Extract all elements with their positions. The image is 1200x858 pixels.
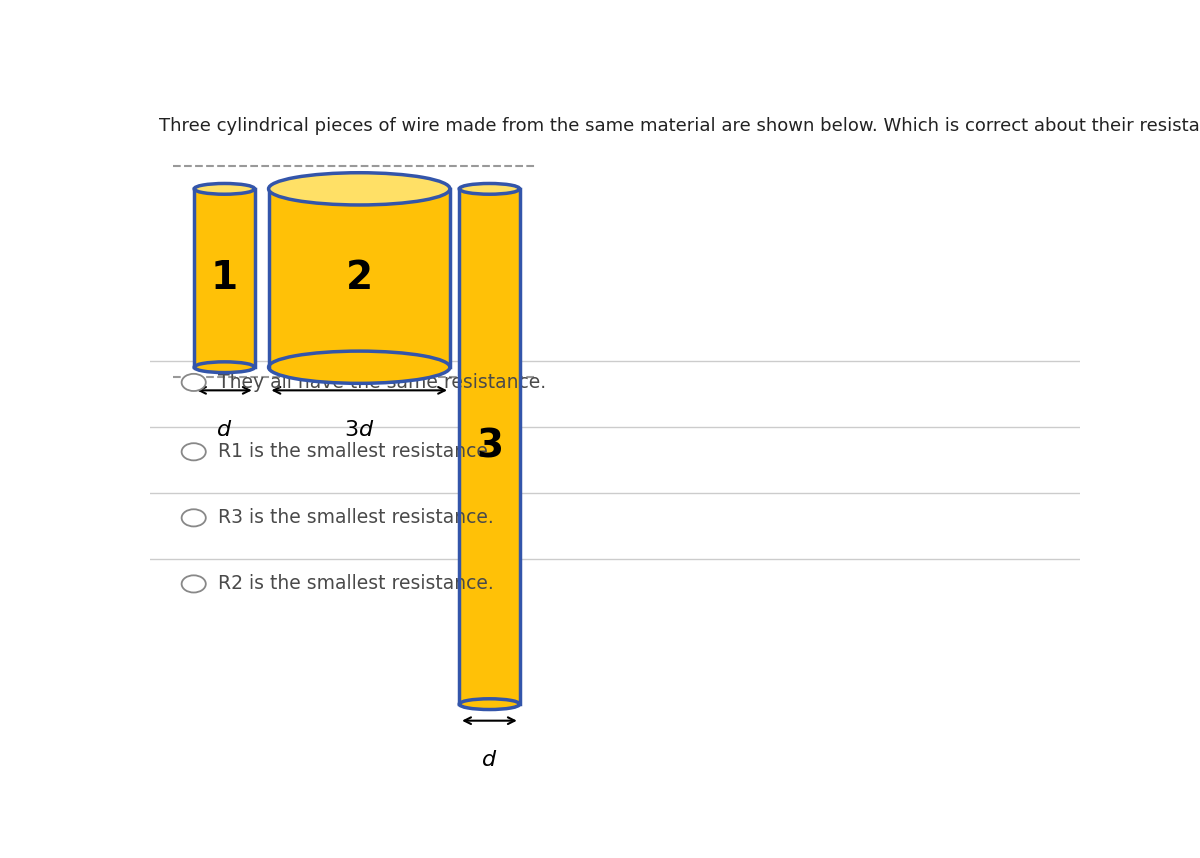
Circle shape [181,576,206,593]
Text: $d$: $d$ [216,420,233,440]
Circle shape [181,510,206,527]
Ellipse shape [460,698,520,710]
Text: Three cylindrical pieces of wire made from the same material are shown below. Wh: Three cylindrical pieces of wire made fr… [160,117,1200,135]
Text: 1: 1 [211,259,238,297]
Polygon shape [194,189,254,367]
Ellipse shape [269,351,450,384]
Text: 3: 3 [476,427,503,466]
Circle shape [181,374,206,391]
Ellipse shape [194,184,254,194]
Text: 2: 2 [346,259,373,297]
Text: R3 is the smallest resistance.: R3 is the smallest resistance. [218,508,493,528]
Polygon shape [269,189,450,367]
Text: R1 is the smallest resistance.: R1 is the smallest resistance. [218,442,493,462]
Polygon shape [460,189,520,704]
Text: They all have the same resistance.: They all have the same resistance. [218,373,546,392]
Ellipse shape [269,172,450,205]
Text: $d$: $d$ [481,751,498,770]
Ellipse shape [460,184,520,194]
Text: $3d$: $3d$ [344,420,374,440]
Text: R2 is the smallest resistance.: R2 is the smallest resistance. [218,574,493,594]
Ellipse shape [194,362,254,372]
Circle shape [181,444,206,461]
